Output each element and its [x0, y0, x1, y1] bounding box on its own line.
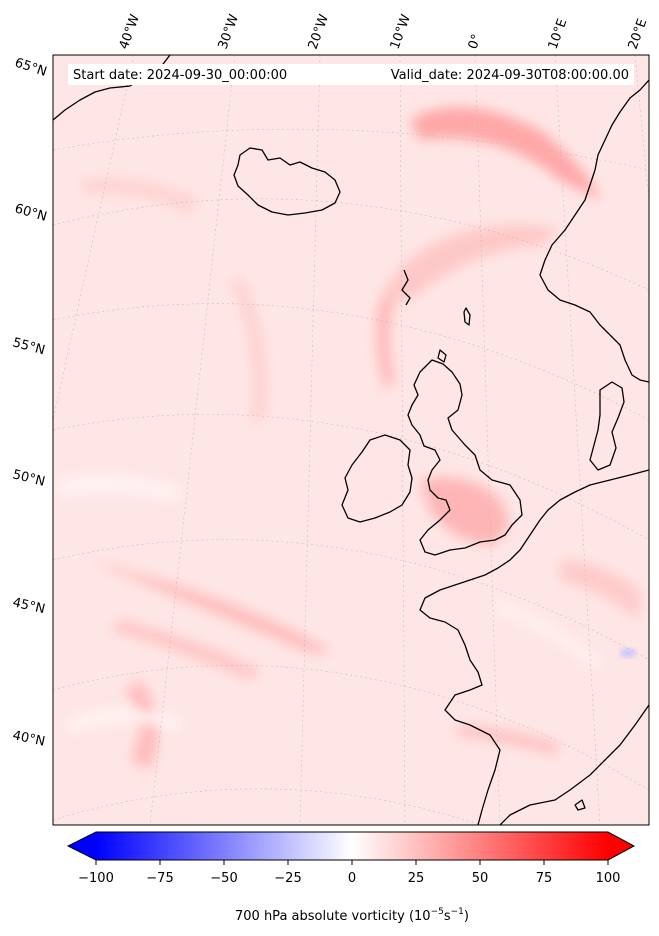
mediterranean-island	[574, 799, 586, 811]
scandinavia-coast	[539, 79, 649, 383]
colorbar-tick-label: 0	[348, 871, 356, 886]
start-date-text: Start date: 2024-09-30_00:00:00	[73, 68, 287, 83]
orkney-coast	[437, 349, 447, 363]
plot-area	[53, 55, 649, 825]
colorbar-tick-label: −50	[210, 871, 237, 886]
lon-label-20e: 20°E	[626, 17, 651, 52]
colorbar-max-extend	[608, 832, 634, 860]
iceland-coast	[233, 147, 341, 216]
colorbar-tick-label: 50	[472, 871, 489, 886]
lon-label-20w: 20°W	[306, 12, 332, 51]
header-box	[68, 64, 634, 85]
colorbar: −100 −75 −50 −25 0 25 50 75 100 700 hPa absolute…	[66, 831, 636, 924]
lat-label-60n: 60°N	[13, 201, 49, 224]
coastlines	[53, 55, 649, 825]
colorbar-ticks: −100 −75 −50 −25 0 25 50 75 100	[78, 860, 620, 886]
lat-label-40n: 40°N	[11, 728, 46, 749]
lon-label-10e: 10°E	[546, 17, 571, 52]
colorbar-tick-label: 100	[596, 871, 621, 886]
latitude-labels: 65°N 60°N 55°N 50°N 45°N 40°N	[11, 56, 49, 750]
colorbar-tick-label: 75	[536, 871, 553, 886]
colorbar-tick-label: 25	[408, 871, 425, 886]
plot-frame	[52, 54, 650, 826]
colorbar-min-extend	[68, 832, 96, 860]
negative-vorticity-patch	[620, 648, 636, 658]
graticule	[53, 55, 649, 825]
denmark-coast	[589, 381, 625, 471]
lon-label-30w: 30°W	[216, 12, 242, 51]
shetland-coast	[463, 307, 471, 326]
lat-label-45n: 45°N	[11, 595, 46, 617]
lat-label-65n: 65°N	[13, 56, 49, 80]
colorbar-tick-label: −100	[78, 871, 114, 886]
ireland-coast	[341, 434, 413, 523]
colorbar-tick-label: −75	[146, 871, 173, 886]
valid-date-text: Valid_date: 2024-09-30T08:00:00.00	[391, 68, 629, 83]
great-britain-coast	[401, 269, 523, 556]
colorbar-label: 700 hPa absolute vorticity (10−5s−1)	[235, 907, 469, 924]
vorticity-field	[60, 107, 640, 770]
colorbar-tick-label: −25	[274, 871, 301, 886]
iberia-south-coast	[499, 704, 649, 825]
lon-label-0: 0°	[466, 32, 485, 51]
longitude-labels: 40°W 30°W 20°W 10°W 0° 10°E 20°E	[117, 12, 651, 51]
lon-label-10w: 10°W	[388, 12, 414, 51]
lon-label-40w: 40°W	[117, 12, 143, 51]
lat-label-55n: 55°N	[11, 335, 47, 358]
colorbar-gradient	[96, 832, 608, 860]
continent-coast	[419, 469, 649, 825]
lat-label-50n: 50°N	[11, 467, 46, 489]
